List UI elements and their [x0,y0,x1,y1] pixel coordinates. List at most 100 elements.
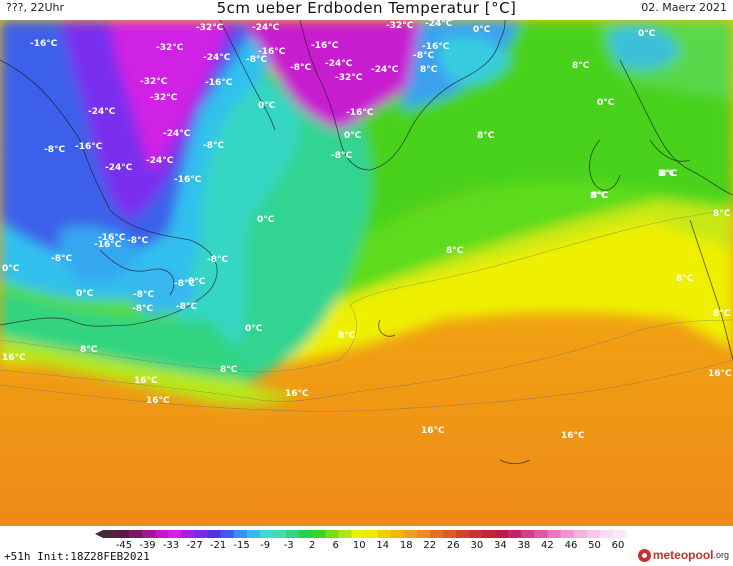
isotherm-label: 8°C [590,191,608,201]
isotherm-lines [0,209,733,412]
isotherm-label: -32°C [150,93,178,103]
isotherm-label: -8°C [207,255,228,265]
isotherm-label: 16°C [421,426,445,436]
isotherm-label: 8°C [80,345,98,355]
isotherm-label: 0°C [258,101,276,111]
isotherm-label: 8°C [446,246,464,256]
legend-swatch [508,530,522,538]
isotherm-label: -16°C [311,41,339,51]
isotherm-label: 0°C [245,324,263,334]
isotherm-label: -24°C [371,65,399,75]
legend-tick-label: 38 [518,540,531,550]
legend-tick-label: -39 [139,540,155,550]
legend-swatch [299,530,313,538]
legend-tick-label: 34 [494,540,507,550]
isotherm-label: -32°C [156,43,184,53]
isotherm-label: -24°C [252,23,280,33]
legend-tick-label: 60 [612,540,625,550]
isotherm-label: -32°C [196,23,224,33]
isotherm-label: -8°C [133,290,154,300]
legend-tick-label: 50 [588,540,601,550]
map-canvas: -32°C -24°C -16°C -32°C -24°C -16°C -8°C… [0,20,733,526]
legend-tick-label: 42 [541,540,554,550]
legend-swatch [129,530,143,538]
legend-tick-label: -21 [210,540,226,550]
legend-swatch [364,530,379,538]
isotherm-label: -24°C [325,59,353,69]
legend-swatch [377,530,392,538]
legend-swatch [155,530,169,538]
legend-swatch [246,530,261,538]
legend-swatch [272,530,287,538]
legend-swatch [521,530,536,538]
logo-text: meteopool [652,548,714,562]
isotherm-label: -8°C [174,279,195,289]
isotherm-label: -8°C [290,63,311,73]
legend-tick-label: -33 [163,540,179,550]
isotherm-label: -16°C [258,47,286,57]
isotherm-label: 0°C [188,277,206,287]
isotherm-label: 16°C [708,369,732,379]
legend-swatch [547,530,562,538]
isotherm-label-group: -32°C -24°C -16°C -32°C -24°C -16°C -8°C… [2,20,732,441]
isotherm-label: 16°C [134,376,158,386]
legend-color-bar [95,530,627,538]
isotherm-label: 8°C [338,331,356,341]
legend-tick-label: 18 [400,540,413,550]
isotherm-label: -8°C [331,151,352,161]
legend-swatch [312,530,326,538]
isotherm-label: 8°C [591,191,609,201]
legend-tick-label: 10 [353,540,366,550]
legend-swatch [442,530,457,538]
map-header: ???, 22Uhr 5cm ueber Erdboden Temperatur… [0,0,733,20]
legend-swatch [482,530,496,538]
legend-tick-label: 30 [471,540,484,550]
isotherm-label: 16°C [285,389,309,399]
map-footer: -45 -39 -33 -27 -21 -15 -9 -3 2 6 10 14 18 22 26 30 34 38… [0,526,733,566]
forecast-time-label: ???, 22Uhr [6,1,65,14]
isotherm-label: -8°C [44,145,65,155]
isotherm-label: 0°C [76,289,94,299]
meteopool-logo: meteopool .org [637,548,729,562]
forecast-date: 02. Maerz 2021 [641,1,727,14]
legend-tick-label: -27 [186,540,202,550]
legend-tick-label: -15 [233,540,249,550]
isotherm-label: 8°C [660,169,678,179]
isotherm-label: -16°C [205,78,233,88]
legend-swatch [116,530,130,538]
isotherm-label: -24°C [88,107,116,117]
isotherm-label: -24°C [163,129,191,139]
legend-swatch [325,530,339,538]
legend-arrow-left [95,530,103,538]
isotherm-label: -24°C [203,53,231,63]
isotherm-label: 8°C [420,65,438,75]
isotherm-label: -16°C [75,142,103,152]
legend-swatch [560,530,575,538]
isotherm-label: -32°C [140,77,168,87]
legend-tick-label: 14 [376,540,389,550]
isotherm-label: -16°C [30,39,58,49]
legend-swatch [573,530,588,538]
model-run-info: +51h Init:18Z28FEB2021 [4,550,150,563]
legend-swatch [599,530,614,538]
legend-swatch [612,530,627,538]
isotherm-label: 8°C [713,309,731,319]
extreme-cold-region [110,20,230,170]
isotherm-label: -8°C [132,304,153,314]
isotherm-label: 16°C [146,396,170,406]
legend-tick-label: 6 [333,540,339,550]
isotherm-label: -16°C [98,233,126,243]
isotherm-label: -24°C [146,156,174,166]
legend-swatch [390,530,405,538]
legend-swatch [168,530,183,538]
legend-swatch [286,530,300,538]
legend-tick-label: -45 [116,540,132,550]
legend-swatch [495,530,509,538]
legend-swatch [469,530,483,538]
legend-tick-label: 46 [565,540,578,550]
legend-tick-label: 22 [423,540,436,550]
legend-swatch [456,530,470,538]
legend-swatch [207,530,222,538]
logo-icon [637,548,651,562]
isotherm-label: 0°C [638,29,656,39]
